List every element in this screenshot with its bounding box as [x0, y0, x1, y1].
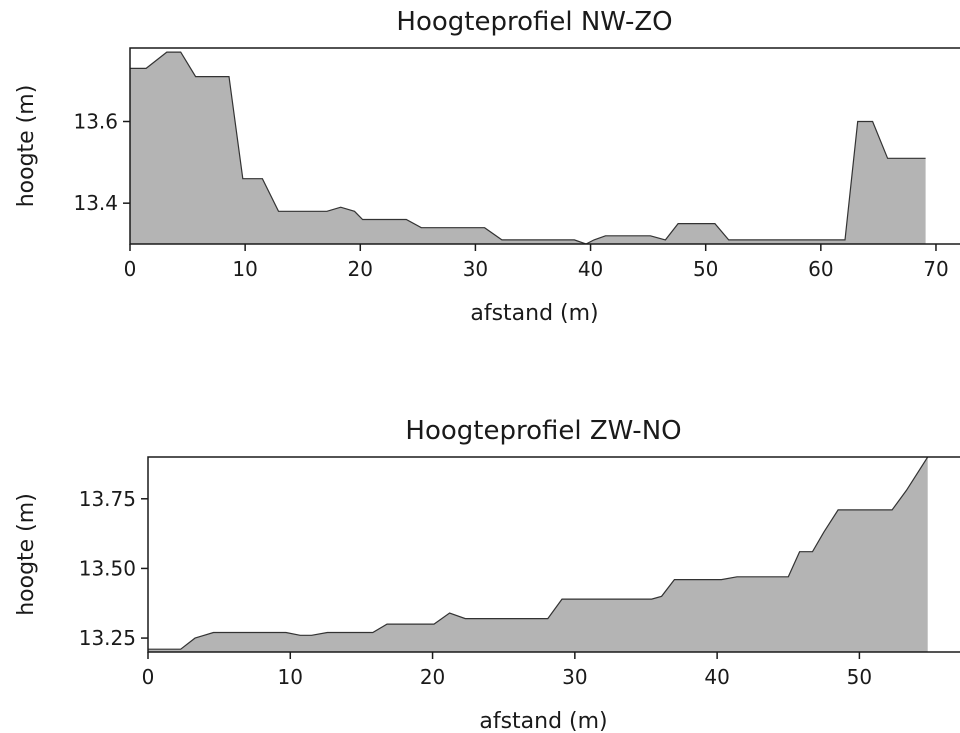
y-tick-label: 13.25 — [79, 626, 136, 650]
x-tick-label: 10 — [278, 665, 303, 689]
chart-nw-zo: 0 10 20 30 40 50 60 70 13.4 13.6 Hoogteprofiel N… — [14, 7, 960, 326]
x-tick-label: 30 — [562, 665, 587, 689]
y-ticks: 13.4 13.6 — [73, 110, 130, 215]
x-tick-label: 0 — [124, 257, 137, 281]
x-tick-label: 0 — [142, 665, 155, 689]
chart-zw-no: 0 10 20 30 40 50 13.25 13.50 13.75 Hoogteprofie… — [14, 416, 960, 733]
x-tick-label: 10 — [232, 257, 257, 281]
y-ticks: 13.25 13.50 13.75 — [79, 487, 148, 650]
x-tick-label: 70 — [923, 257, 948, 281]
x-axis-label: afstand (m) — [470, 301, 598, 326]
x-tick-label: 40 — [578, 257, 603, 281]
x-ticks: 0 10 20 30 40 50 — [142, 652, 872, 689]
profile-line — [130, 51, 926, 244]
x-tick-label: 20 — [348, 257, 373, 281]
x-axis-label: afstand (m) — [479, 709, 607, 733]
profile-line — [148, 457, 929, 650]
x-tick-label: 50 — [847, 665, 872, 689]
area-fill — [148, 457, 928, 652]
y-axis-label: hoogte (m) — [14, 85, 39, 208]
plot-frame — [147, 456, 960, 653]
chart-title: Hoogteprofiel ZW-NO — [405, 416, 681, 446]
x-tick-label: 20 — [420, 665, 445, 689]
y-tick-label: 13.75 — [79, 487, 136, 511]
area-fill — [130, 52, 926, 244]
x-ticks: 0 10 20 30 40 50 60 70 — [124, 244, 949, 281]
plot-frame — [129, 47, 960, 245]
y-tick-label: 13.4 — [73, 191, 118, 215]
chart-title: Hoogteprofiel NW-ZO — [396, 7, 672, 37]
x-tick-label: 60 — [808, 257, 833, 281]
x-tick-label: 50 — [693, 257, 718, 281]
y-tick-label: 13.50 — [79, 556, 136, 580]
y-axis-label: hoogte (m) — [14, 493, 39, 616]
y-tick-label: 13.6 — [73, 110, 118, 134]
x-tick-label: 30 — [463, 257, 488, 281]
x-tick-label: 40 — [704, 665, 729, 689]
